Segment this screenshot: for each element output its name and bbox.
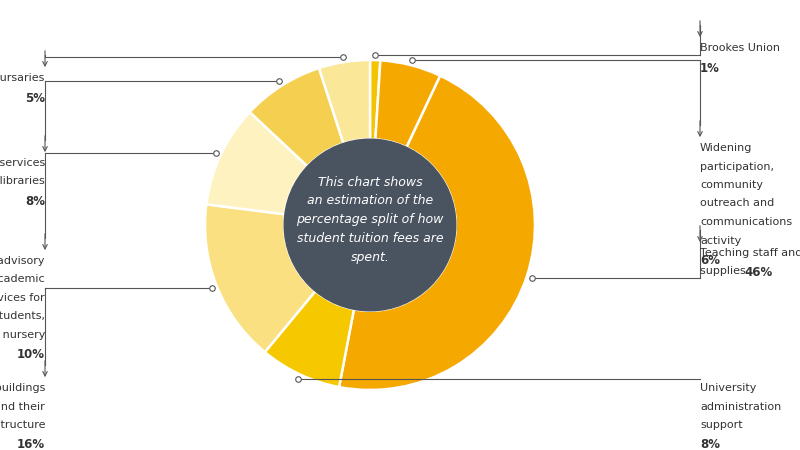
Wedge shape: [265, 291, 354, 387]
Text: Teaching buildings: Teaching buildings: [0, 383, 45, 393]
Text: students,: students,: [0, 311, 45, 321]
Text: 6%: 6%: [700, 254, 720, 267]
Text: 8%: 8%: [700, 438, 720, 450]
Text: 5%: 5%: [25, 91, 45, 104]
Text: 16%: 16%: [17, 438, 45, 450]
Text: community: community: [700, 180, 763, 190]
Text: participation,: participation,: [700, 162, 774, 171]
Text: University: University: [700, 383, 756, 393]
Text: Bursaries: Bursaries: [0, 73, 45, 83]
Text: and academic: and academic: [0, 274, 45, 284]
Text: and libraries: and libraries: [0, 176, 45, 186]
Wedge shape: [319, 60, 370, 144]
Wedge shape: [250, 68, 343, 166]
Text: outreach and: outreach and: [700, 198, 774, 208]
Text: 10%: 10%: [17, 348, 45, 361]
Wedge shape: [206, 112, 307, 214]
Text: This chart shows
an estimation of the
percentage split of how
student tuition fe: This chart shows an estimation of the pe…: [296, 176, 444, 265]
Wedge shape: [205, 204, 315, 352]
Wedge shape: [375, 60, 440, 147]
Wedge shape: [370, 60, 380, 140]
Text: and nursery: and nursery: [0, 330, 45, 340]
Text: 46%: 46%: [745, 266, 773, 279]
Text: supplies: supplies: [700, 266, 750, 276]
Text: Brookes Union: Brookes Union: [700, 43, 780, 53]
Text: services for: services for: [0, 293, 45, 303]
Text: support: support: [700, 420, 742, 430]
Text: IT services: IT services: [0, 158, 45, 168]
Text: 8%: 8%: [25, 195, 45, 208]
Text: administration: administration: [700, 401, 782, 411]
Text: infrastructure: infrastructure: [0, 420, 45, 430]
Text: Widening: Widening: [700, 143, 752, 153]
Text: Support, advisory: Support, advisory: [0, 256, 45, 266]
Text: 1%: 1%: [700, 62, 720, 75]
Circle shape: [284, 139, 456, 311]
Text: Teaching staff and: Teaching staff and: [700, 248, 800, 258]
Text: communications: communications: [700, 217, 792, 227]
Text: activity: activity: [700, 235, 742, 246]
Wedge shape: [339, 76, 535, 390]
Text: and their: and their: [0, 401, 45, 411]
